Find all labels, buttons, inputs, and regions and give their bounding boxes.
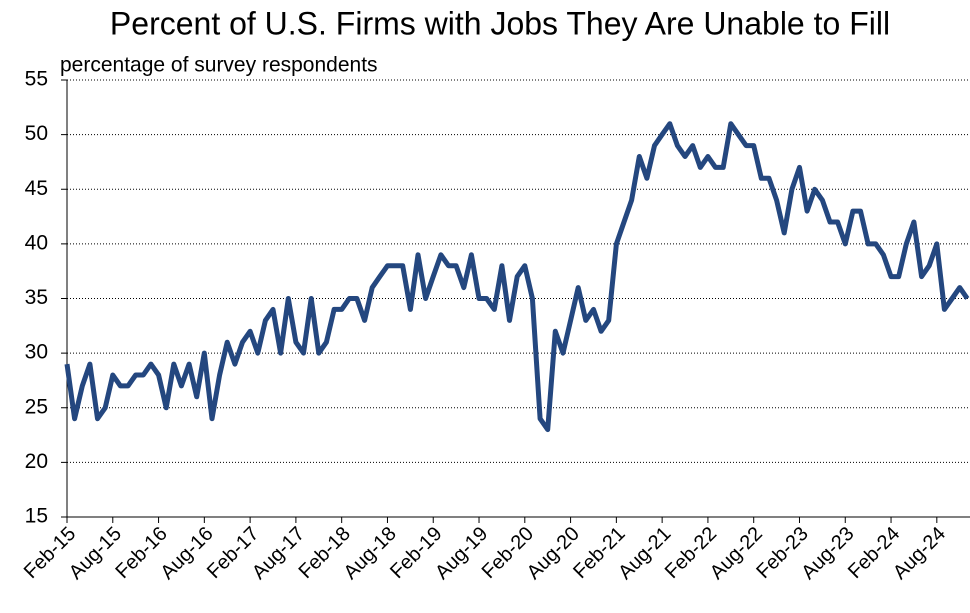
y-tick-label: 35	[25, 286, 48, 309]
chart-title: Percent of U.S. Firms with Jobs They Are…	[110, 5, 890, 41]
y-tick-label: 25	[25, 395, 48, 418]
chart-subtitle: percentage of survey respondents	[60, 54, 378, 77]
y-tick-label: 30	[25, 341, 48, 364]
x-tick-label: Aug-20	[523, 523, 584, 584]
y-tick-label: 45	[25, 177, 48, 200]
x-tick-label: Aug-21	[614, 523, 675, 584]
x-tick-label: Aug-23	[797, 523, 858, 584]
x-tick-label: Aug-18	[340, 523, 401, 584]
y-tick-label: 40	[25, 231, 48, 254]
x-tick-label: Aug-17	[248, 523, 309, 584]
line-series	[64, 121, 970, 433]
x-tick-label: Aug-24	[889, 523, 950, 584]
y-tick-label: 15	[25, 505, 48, 528]
x-tick-label: Aug-16	[156, 523, 217, 584]
x-tick-label: Aug-15	[65, 523, 126, 584]
x-tick-label: Aug-19	[431, 523, 492, 584]
y-tick-label: 55	[25, 68, 48, 91]
y-tick-label: 50	[25, 122, 48, 145]
y-tick-label: 20	[25, 450, 48, 473]
x-tick-label: Aug-22	[706, 523, 767, 584]
